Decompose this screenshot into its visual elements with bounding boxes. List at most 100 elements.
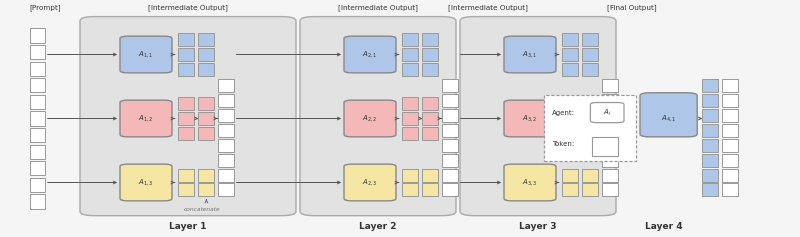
Bar (582, 127, 598, 140)
Bar (178, 33, 194, 46)
Text: [Intermediate Output]: [Intermediate Output] (448, 4, 528, 11)
Bar (422, 48, 438, 61)
Bar (722, 79, 738, 92)
FancyBboxPatch shape (640, 93, 698, 137)
Bar (422, 127, 438, 140)
Bar (722, 183, 738, 196)
Bar (402, 33, 418, 46)
Bar (582, 63, 598, 76)
Bar (218, 139, 234, 152)
Bar (198, 63, 214, 76)
Bar (702, 183, 718, 196)
Bar (702, 109, 718, 122)
Bar (602, 79, 618, 92)
Bar (562, 169, 578, 182)
Bar (218, 79, 234, 92)
Bar (218, 169, 234, 182)
Bar (582, 183, 598, 196)
Bar (422, 112, 438, 125)
Bar (30, 62, 45, 76)
Bar (218, 94, 234, 107)
FancyBboxPatch shape (590, 103, 624, 123)
FancyBboxPatch shape (460, 17, 616, 216)
Bar (30, 111, 45, 126)
FancyBboxPatch shape (344, 100, 396, 137)
Bar (702, 124, 718, 137)
Text: Agent:: Agent: (552, 110, 575, 116)
Bar (592, 137, 618, 156)
Bar (30, 128, 45, 142)
Text: $A_{2,2}$: $A_{2,2}$ (362, 114, 378, 123)
Bar (722, 124, 738, 137)
Bar (562, 112, 578, 125)
Bar (178, 127, 194, 140)
Text: Layer 1: Layer 1 (170, 222, 206, 231)
Bar (402, 48, 418, 61)
Bar (602, 139, 618, 152)
Bar (582, 48, 598, 61)
Bar (702, 79, 718, 92)
Bar (178, 97, 194, 110)
Bar (582, 97, 598, 110)
Bar (218, 124, 234, 137)
FancyBboxPatch shape (120, 164, 172, 201)
Bar (218, 109, 234, 122)
Text: $A_{4,1}$: $A_{4,1}$ (661, 114, 676, 123)
Text: $A_{3,3}$: $A_{3,3}$ (522, 178, 538, 187)
Bar (422, 63, 438, 76)
Bar (562, 183, 578, 196)
FancyBboxPatch shape (504, 164, 556, 201)
Bar (562, 127, 578, 140)
Bar (442, 169, 458, 182)
Bar (562, 63, 578, 76)
Bar (702, 169, 718, 182)
Bar (30, 161, 45, 175)
Bar (442, 94, 458, 107)
Bar (30, 45, 45, 59)
Bar (602, 154, 618, 167)
Bar (30, 28, 45, 43)
Bar (722, 169, 738, 182)
Text: Token:: Token: (552, 141, 574, 147)
Bar (178, 112, 194, 125)
FancyBboxPatch shape (344, 36, 396, 73)
Bar (562, 97, 578, 110)
FancyBboxPatch shape (120, 100, 172, 137)
FancyBboxPatch shape (80, 17, 296, 216)
Text: Layer 4: Layer 4 (645, 222, 683, 231)
Bar (198, 48, 214, 61)
Text: Layer 3: Layer 3 (519, 222, 556, 231)
Text: Layer 2: Layer 2 (359, 222, 396, 231)
FancyBboxPatch shape (504, 36, 556, 73)
Bar (602, 94, 618, 107)
Bar (722, 139, 738, 152)
Bar (402, 97, 418, 110)
Bar (582, 169, 598, 182)
Bar (442, 79, 458, 92)
Bar (422, 183, 438, 196)
Text: $A_{1,2}$: $A_{1,2}$ (138, 114, 154, 123)
Text: $A_{1,1}$: $A_{1,1}$ (138, 50, 154, 59)
Bar (422, 97, 438, 110)
Bar (722, 154, 738, 167)
Bar (30, 78, 45, 92)
Bar (178, 183, 194, 196)
Bar (562, 33, 578, 46)
Bar (198, 112, 214, 125)
Bar (218, 154, 234, 167)
Bar (602, 109, 618, 122)
Bar (178, 169, 194, 182)
Bar (402, 169, 418, 182)
Bar (198, 183, 214, 196)
Bar (442, 154, 458, 167)
Bar (422, 169, 438, 182)
Bar (30, 145, 45, 159)
Text: $A_{2,3}$: $A_{2,3}$ (362, 178, 378, 187)
Bar (722, 94, 738, 107)
Bar (702, 94, 718, 107)
Text: [Final Output]: [Final Output] (607, 4, 657, 11)
Bar (422, 33, 438, 46)
Bar (442, 124, 458, 137)
Bar (198, 33, 214, 46)
Bar (198, 127, 214, 140)
